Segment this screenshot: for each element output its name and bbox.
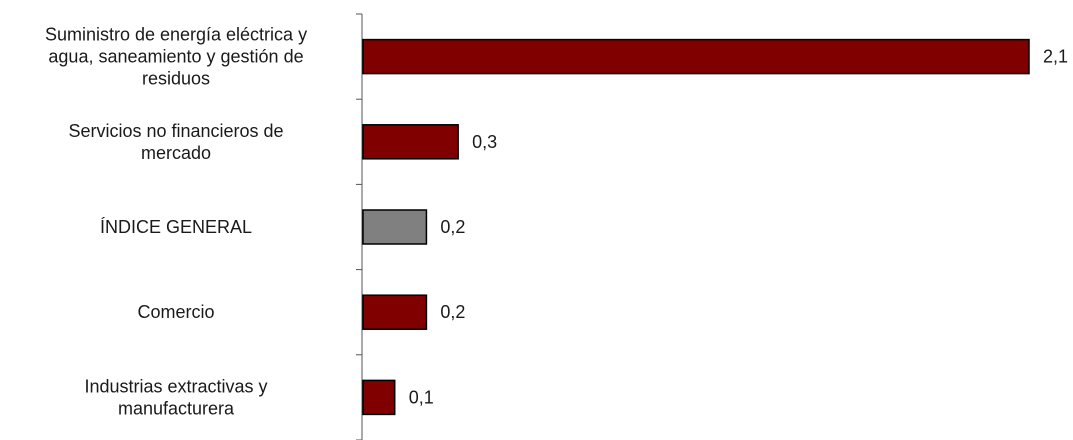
category-label: ÍNDICE GENERAL	[100, 217, 252, 237]
category-label: Comercio	[137, 302, 214, 322]
chart-labels: 2,1 Suministro de energía eléctrica y agua…	[45, 25, 1068, 419]
bar	[362, 124, 459, 160]
bar	[362, 379, 396, 416]
data-label: 0,2	[440, 217, 465, 237]
chart-bars	[362, 38, 1030, 416]
data-label: 2,1	[1043, 47, 1068, 67]
category-label: Servicios no financieros de mercado	[68, 121, 283, 163]
category-label: Suministro de energía eléctrica y agua, s…	[45, 25, 307, 89]
bar	[362, 294, 428, 330]
data-label: 0,2	[440, 302, 465, 322]
data-label: 0,1	[409, 387, 434, 407]
bar	[362, 209, 428, 245]
bar	[362, 38, 1030, 75]
data-label: 0,3	[472, 132, 497, 152]
category-label: Industrias extractivas y manufacturera	[84, 376, 267, 418]
chart-axis	[356, 13, 363, 440]
